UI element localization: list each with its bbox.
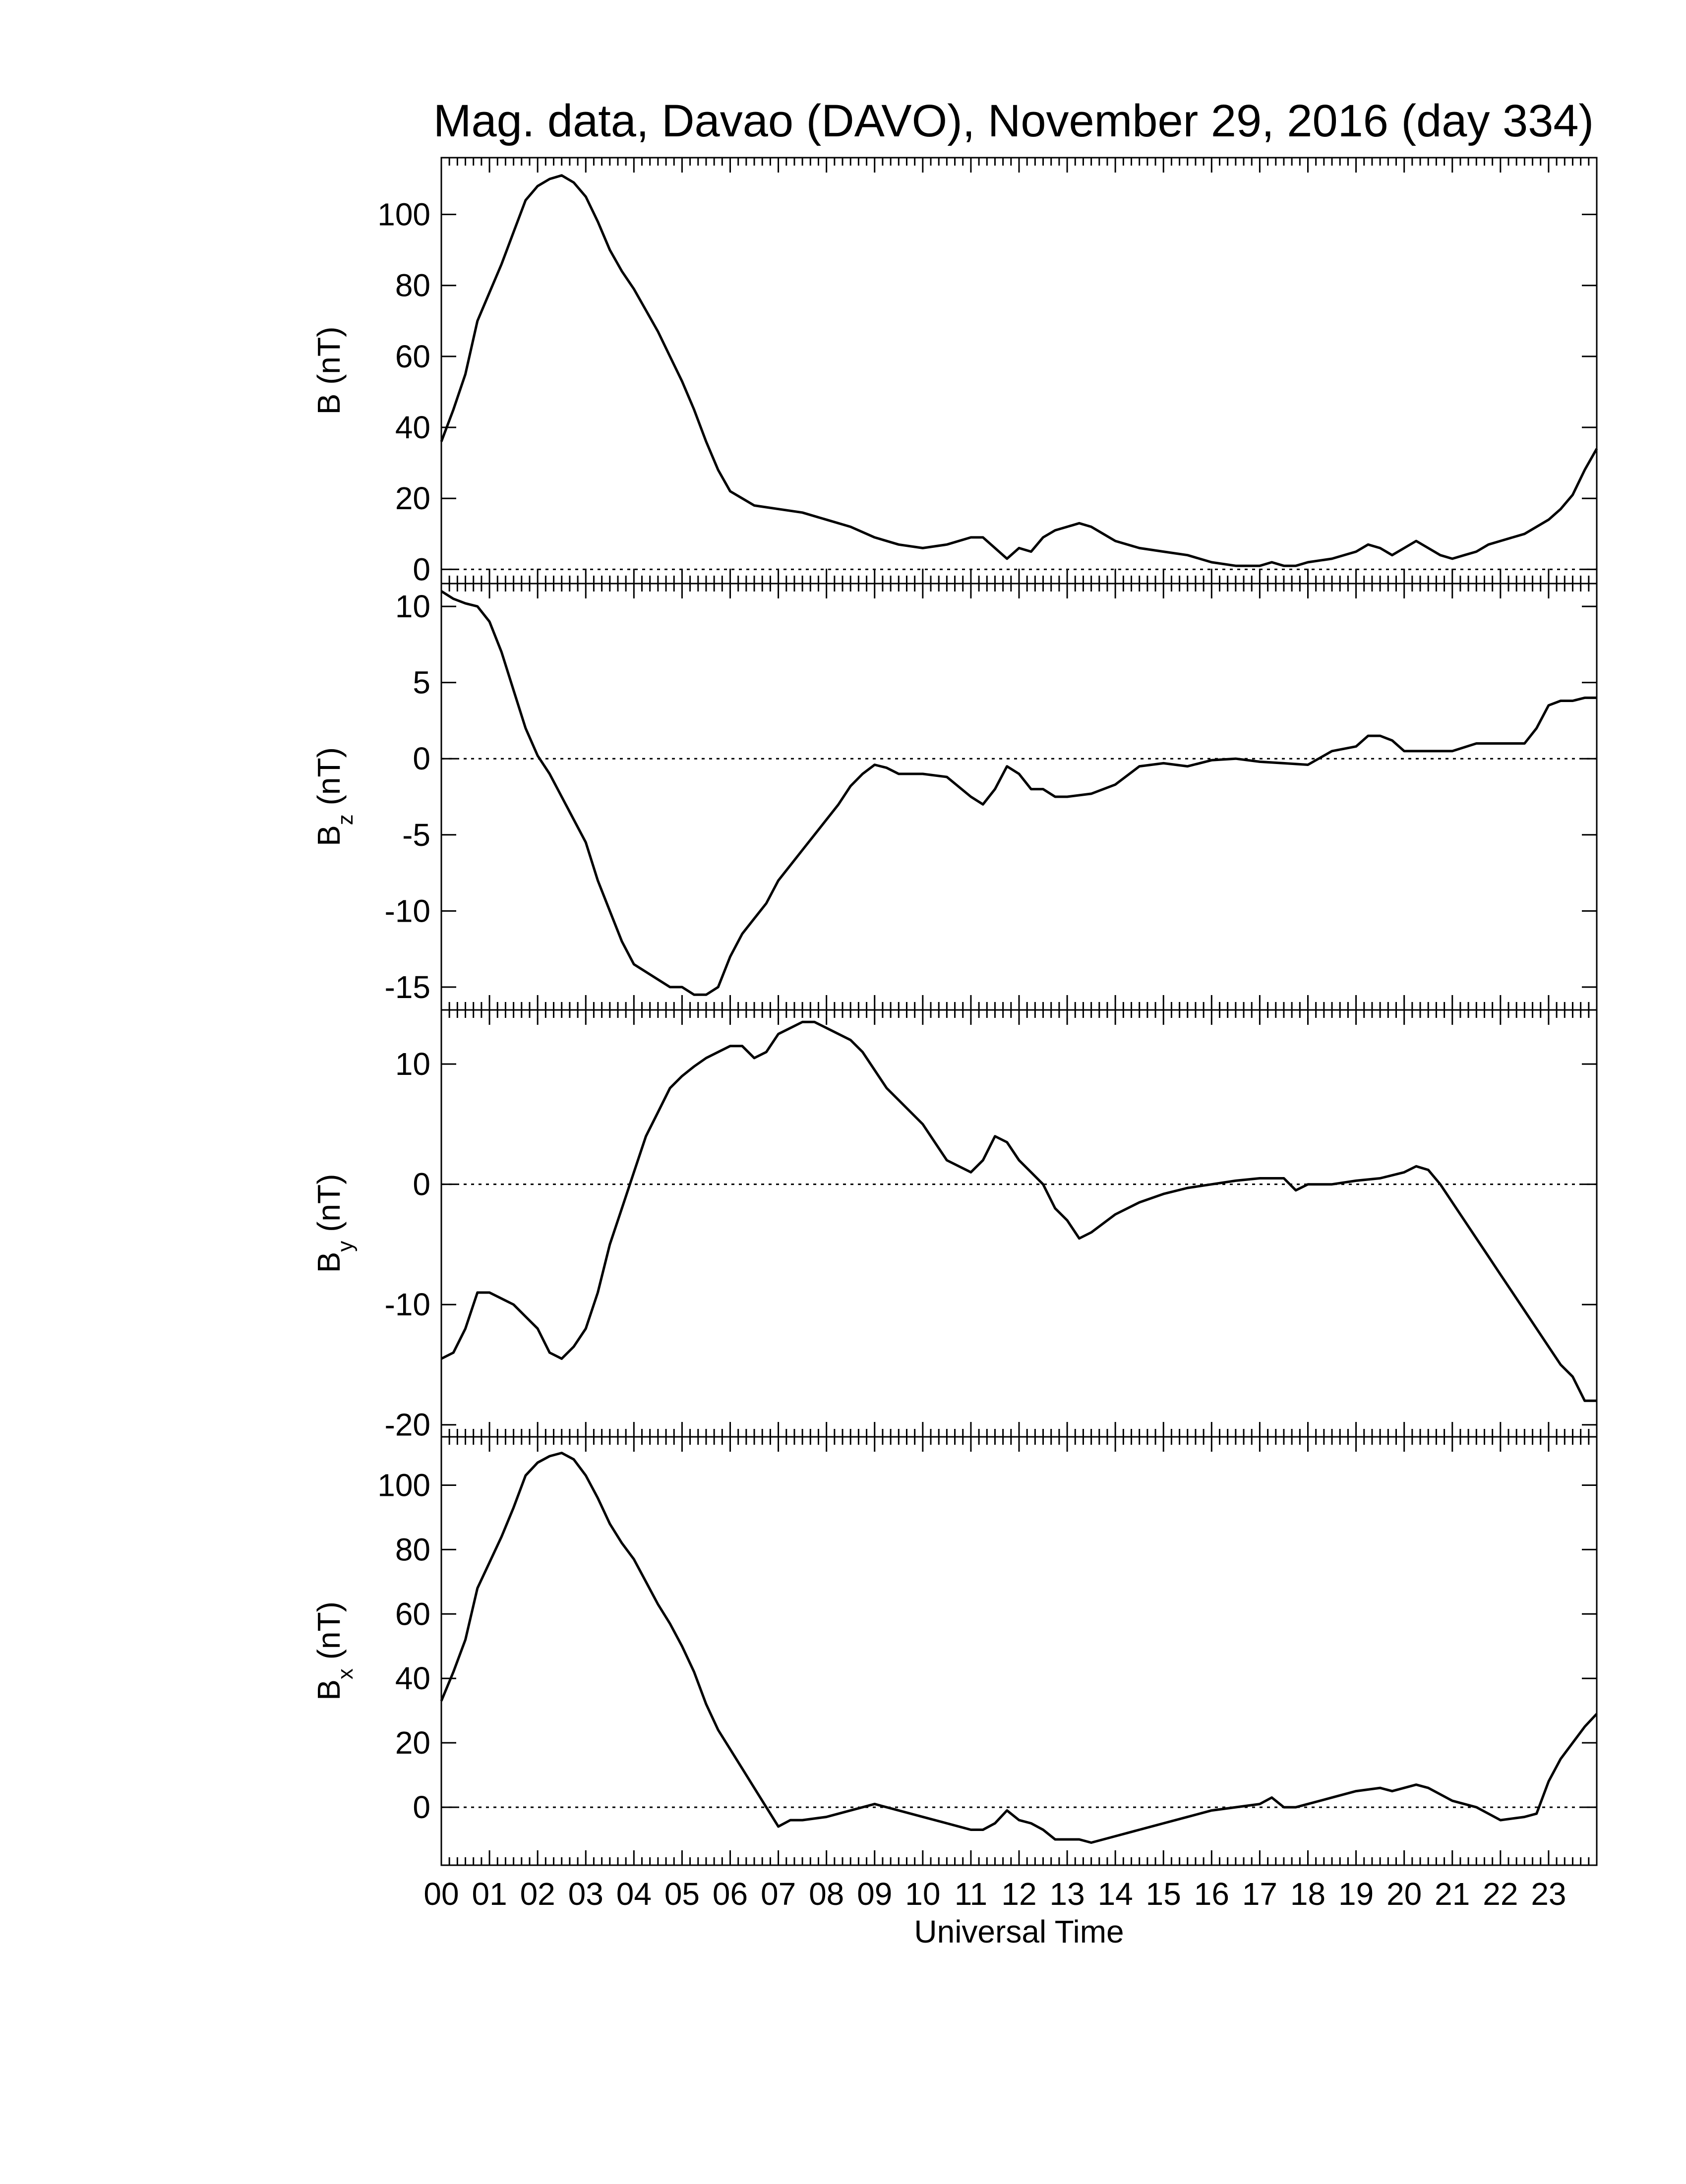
x-tick-label: 02 — [520, 1876, 555, 1912]
y-axis-by: -20 -10 0 10 — [385, 1046, 1597, 1443]
y-tick-label: 10 — [395, 589, 430, 624]
series-line-b-total — [440, 174, 1598, 567]
y-tick-label: -20 — [385, 1407, 431, 1443]
y-tick-label: 5 — [413, 665, 430, 701]
y-tick-label: 0 — [413, 741, 430, 776]
x-ticks-by — [440, 1010, 1598, 1437]
y-label-unit: (nT) — [311, 1174, 347, 1241]
panel-bz: -15 -10 -5 0 5 10 Bz (nT) — [311, 583, 1598, 1011]
x-tick-label: 13 — [1049, 1876, 1084, 1912]
x-tick-label: 21 — [1435, 1876, 1470, 1912]
y-axis-bz: -15 -10 -5 0 5 10 — [385, 589, 1597, 1005]
y-label-unit: (nT) — [311, 747, 347, 814]
panel-frame-by — [440, 1009, 1598, 1438]
y-label-subscript: y — [333, 1241, 358, 1252]
x-tick-label: 18 — [1290, 1876, 1325, 1912]
x-tick-label: 23 — [1531, 1876, 1566, 1912]
x-tick-label: 22 — [1483, 1876, 1518, 1912]
x-tick-label: 08 — [809, 1876, 844, 1912]
y-tick-label: 60 — [395, 1596, 430, 1632]
x-tick-label: 00 — [423, 1876, 459, 1912]
y-label-main: B — [311, 1679, 347, 1701]
x-tick-label: 10 — [905, 1876, 940, 1912]
y-label-subscript: x — [333, 1668, 358, 1679]
x-tick-label: 20 — [1386, 1876, 1422, 1912]
y-tick-label: 0 — [413, 551, 430, 587]
x-tick-label: 12 — [1001, 1876, 1036, 1912]
x-tick-label: 07 — [761, 1876, 796, 1912]
y-tick-label: -15 — [385, 969, 431, 1005]
y-tick-label: 80 — [395, 268, 430, 303]
x-tick-label: 05 — [664, 1876, 700, 1912]
y-axis-label-bz: Bz (nT) — [311, 747, 358, 846]
x-tick-label: 17 — [1242, 1876, 1277, 1912]
series-line-bz — [440, 590, 1597, 996]
y-tick-label: 0 — [413, 1167, 430, 1202]
figure-title: Mag. data, Davao (DAVO), November 29, 20… — [433, 96, 1594, 146]
panel-frame-bx — [440, 1436, 1598, 1866]
x-ticks-bx — [440, 1437, 1598, 1865]
panel-by: -20 -10 0 10 By (nT) — [311, 1009, 1598, 1443]
x-axis-label: Universal Time — [914, 1914, 1124, 1949]
y-tick-label: 60 — [395, 339, 430, 374]
y-axis-label-by: By (nT) — [311, 1174, 358, 1273]
x-tick-label: 04 — [616, 1876, 652, 1912]
series-line-by — [440, 1020, 1597, 1402]
x-tick-label: 16 — [1194, 1876, 1229, 1912]
x-ticks-b-total — [440, 158, 1598, 584]
y-label-main: B — [311, 825, 347, 846]
y-tick-label: 20 — [395, 1725, 430, 1761]
y-label-unit: (nT) — [311, 327, 347, 394]
panel-bx: 0 20 40 60 80 100 Bx (nT) — [311, 1436, 1598, 1866]
y-tick-label: 40 — [395, 1660, 430, 1696]
y-tick-label: -10 — [385, 1287, 431, 1322]
x-tick-label: 19 — [1338, 1876, 1374, 1912]
series-line-bx — [440, 1452, 1598, 1844]
y-tick-label: 20 — [395, 480, 430, 516]
y-axis-bx: 0 20 40 60 80 100 — [377, 1467, 1597, 1825]
panel-frame-b-total — [440, 157, 1598, 585]
y-tick-label: 100 — [377, 1467, 430, 1503]
y-tick-label: 80 — [395, 1532, 430, 1567]
x-tick-label: 11 — [955, 1876, 987, 1912]
x-tick-label: 06 — [713, 1876, 748, 1912]
y-label-subscript: z — [333, 814, 358, 825]
y-axis-label-b-total: B (nT) — [311, 327, 347, 415]
y-tick-label: 0 — [413, 1789, 430, 1825]
x-tick-labels: 00 01 02 03 04 05 06 07 08 09 10 11 12 13 14 15 16 17 18 19… — [423, 1876, 1566, 1912]
y-tick-label: 40 — [395, 410, 430, 445]
panel-b-total: 0 20 40 60 80 100 B (nT) — [311, 157, 1598, 587]
x-tick-label: 03 — [568, 1876, 603, 1912]
y-tick-label: -5 — [402, 817, 430, 853]
x-tick-label: 09 — [857, 1876, 892, 1912]
y-tick-label: -10 — [385, 893, 431, 929]
y-label-main: B — [311, 394, 347, 415]
y-label-unit: (nT) — [311, 1601, 347, 1668]
y-tick-label: 100 — [377, 197, 430, 233]
panel-frame-bz — [440, 583, 1598, 1011]
y-axis-b-total: 0 20 40 60 80 100 — [377, 197, 1597, 587]
y-axis-label-bx: Bx (nT) — [311, 1601, 358, 1701]
x-tick-label: 15 — [1146, 1876, 1181, 1912]
x-ticks-bz — [440, 584, 1598, 1010]
x-tick-label: 01 — [472, 1876, 507, 1912]
y-tick-label: 10 — [395, 1046, 430, 1082]
y-label-main: B — [311, 1252, 347, 1273]
x-tick-label: 14 — [1098, 1876, 1133, 1912]
